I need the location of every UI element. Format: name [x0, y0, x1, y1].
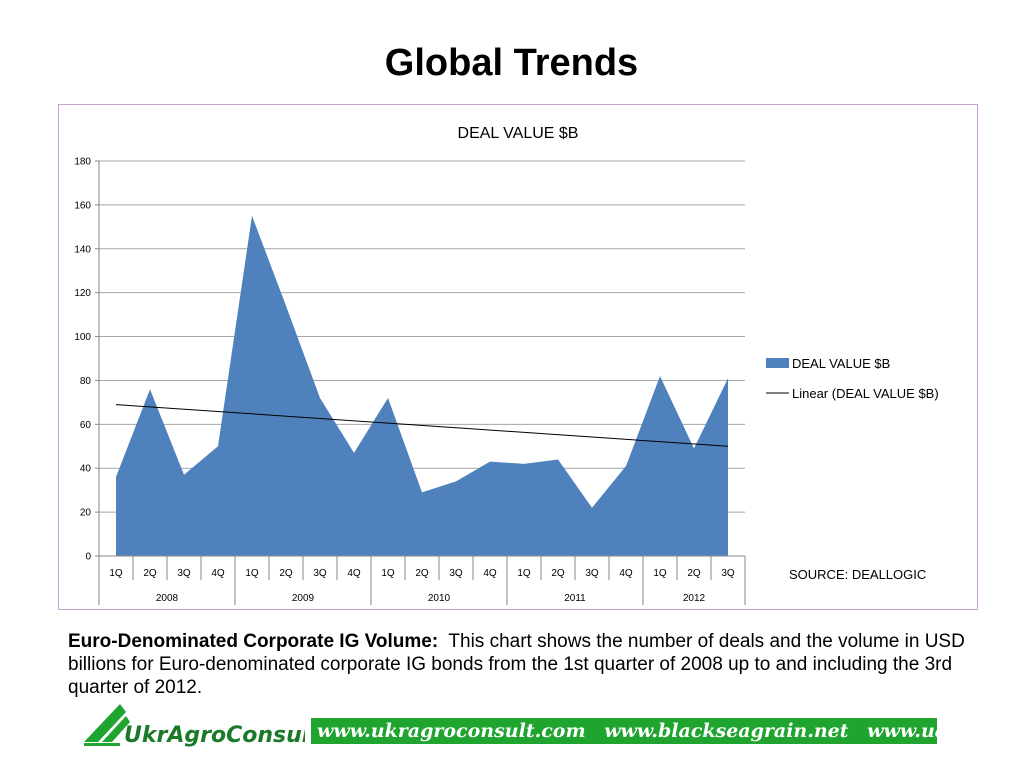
y-tick-label-160: 160 — [74, 200, 91, 211]
x-tick-label-12: 1Q — [517, 568, 531, 579]
y-tick-label-20: 20 — [80, 508, 92, 519]
x-tick-label-2: 3Q — [177, 568, 191, 579]
x-tick-label-6: 3Q — [313, 568, 327, 579]
svg-text:UkrAgroConsult: UkrAgroConsult — [124, 723, 305, 748]
websites-banner: www.ukragroconsult.com www.blackseagrain… — [311, 718, 937, 744]
x-tick-label-5: 2Q — [279, 568, 293, 579]
trendline — [115, 404, 729, 447]
y-tick-label-180: 180 — [74, 157, 91, 168]
year-group-label-2012: 2012 — [683, 593, 706, 604]
year-group-label-2008: 2008 — [156, 593, 179, 604]
description-heading: Euro-Denominated Corporate IG Volume: — [68, 631, 439, 652]
website-link-uaindex[interactable]: www.uaindex.net — [867, 720, 937, 742]
x-tick-label-0: 1Q — [109, 568, 123, 579]
chart-area: DEAL VALUE $B 0 20 40 60 80 100 120 140 160 180 1Q… — [74, 125, 939, 605]
ukragroconsult-logo: UkrAgroConsult — [84, 704, 305, 748]
slide-title: Global Trends — [384, 42, 639, 84]
x-tick-label-15: 4Q — [619, 568, 633, 579]
axes: 0 20 40 60 80 100 120 140 160 180 1Q 2Q 3Q 4Q 1Q 2Q 3Q 4Q… — [74, 157, 746, 605]
series-area-layer — [115, 215, 729, 556]
x-tick-label-13: 2Q — [551, 568, 565, 579]
y-tick-label-40: 40 — [80, 464, 92, 475]
x-tick-label-1: 2Q — [143, 568, 157, 579]
y-tick-label-100: 100 — [74, 332, 91, 343]
legend-label-deal-value: DEAL VALUE $B — [792, 356, 890, 371]
area-series-0 — [116, 215, 728, 556]
chart-description: Euro-Denominated Corporate IG Volume: Th… — [68, 630, 968, 699]
x-tick-label-4: 1Q — [245, 568, 259, 579]
source-note: SOURCE: DEALLOGIC — [789, 567, 926, 582]
x-tick-label-7: 4Q — [347, 568, 361, 579]
legend-swatch-deal-value — [766, 358, 789, 368]
y-tick-label-0: 0 — [85, 552, 91, 563]
year-group-label-2009: 2009 — [292, 593, 315, 604]
chart-title: DEAL VALUE $B — [458, 125, 579, 142]
x-tick-label-11: 4Q — [483, 568, 497, 579]
chart-frame: DEAL VALUE $B 0 20 40 60 80 100 120 140 160 180 1Q… — [58, 104, 978, 610]
website-link-ukragroconsult[interactable]: www.ukragroconsult.com — [317, 720, 586, 742]
x-tick-label-3: 4Q — [211, 568, 225, 579]
x-tick-label-17: 2Q — [687, 568, 701, 579]
x-tick-label-14: 3Q — [585, 568, 599, 579]
x-tick-label-10: 3Q — [449, 568, 463, 579]
legend: DEAL VALUE $B Linear (DEAL VALUE $B) — [766, 356, 939, 401]
x-tick-label-16: 1Q — [653, 568, 667, 579]
year-group-label-2010: 2010 — [428, 593, 451, 604]
year-group-label-2011: 2011 — [564, 593, 586, 604]
x-tick-label-8: 1Q — [381, 568, 395, 579]
website-link-blackseagrain[interactable]: www.blackseagrain.net — [604, 720, 849, 742]
description-body: This chart shows the number of deals and… — [68, 631, 965, 698]
y-tick-label-80: 80 — [80, 376, 92, 387]
y-tick-label-120: 120 — [74, 288, 91, 299]
legend-label-linear: Linear (DEAL VALUE $B) — [792, 386, 939, 401]
x-tick-label-18: 3Q — [721, 568, 735, 579]
x-tick-label-9: 2Q — [415, 568, 429, 579]
trendline-layer — [115, 404, 729, 447]
y-tick-label-140: 140 — [74, 244, 91, 255]
y-tick-label-60: 60 — [80, 420, 92, 431]
